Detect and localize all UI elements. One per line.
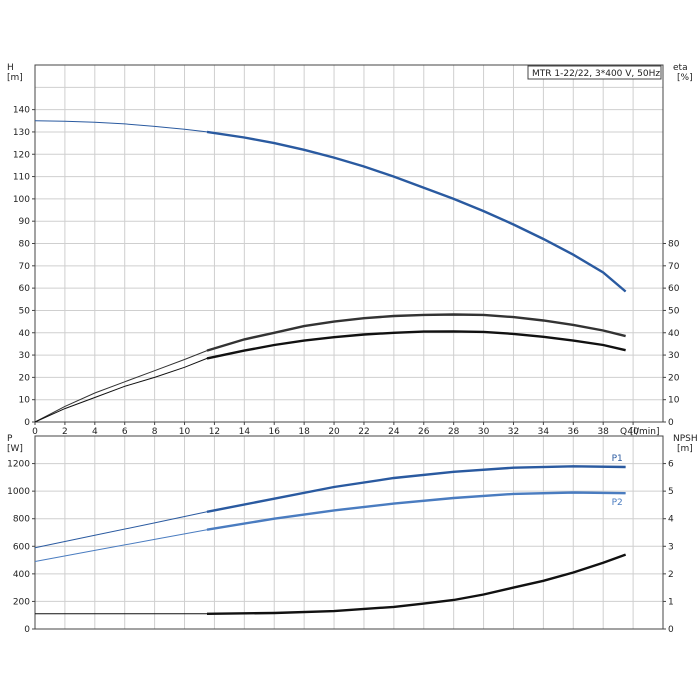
- y-left-tick-label: 1000: [7, 487, 30, 497]
- x-tick-label: 24: [388, 427, 400, 437]
- plot-frame: [34, 435, 664, 630]
- x-tick-label: 2: [62, 427, 68, 437]
- x-axis-label: Q [l/min]: [620, 427, 659, 437]
- y-left-axis-unit: [m]: [7, 73, 23, 83]
- y-left-tick-label: 40: [19, 329, 31, 339]
- y-left-tick-label: 800: [13, 515, 30, 525]
- series-line-operating-range: [206, 130, 627, 293]
- y-right-tick-label: 20: [668, 373, 680, 383]
- x-tick-label: 4: [92, 427, 98, 437]
- y-right-tick-label: 1: [668, 597, 674, 607]
- y-right-tick-label: 2: [668, 570, 674, 580]
- y-left-axis-label: H: [7, 63, 14, 73]
- y-left-tick-label: 110: [13, 173, 30, 183]
- power-npsh-panel: 0 200 400 600 800 1000 1200 0 1 2 3 4 5 6 P[W] NPSH[m] P…: [7, 434, 698, 635]
- y-right-tick-label: 50: [668, 306, 680, 316]
- y-right-axis-unit: [%]: [677, 73, 693, 83]
- y-left-tick-label: 10: [19, 396, 31, 406]
- y-right-tick-label: 6: [668, 460, 674, 470]
- x-tick-label: 36: [568, 427, 580, 437]
- title-box: [527, 65, 662, 80]
- series-line-operating-range: [206, 465, 626, 513]
- y-left-tick-label: 130: [13, 128, 30, 138]
- x-tick-label: 40: [627, 427, 639, 437]
- series-line-operating-range: [206, 491, 626, 531]
- x-tick-label: 0: [32, 427, 38, 437]
- y-left-axis-label: P: [7, 434, 13, 444]
- y-right-tick-label: 30: [668, 351, 680, 361]
- y-left-tick-label: 20: [19, 373, 31, 383]
- series-line: [34, 313, 626, 423]
- series-line: [35, 554, 626, 615]
- y-right-tick-label: 80: [668, 240, 680, 250]
- series-label: P2: [612, 498, 623, 508]
- x-tick-label: 34: [538, 427, 550, 437]
- y-left-tick-label: 200: [13, 597, 30, 607]
- x-tick-label: 38: [597, 427, 609, 437]
- series-line-operating-range: [206, 553, 627, 615]
- y-left-axis-unit: [W]: [7, 444, 23, 454]
- head-efficiency-panel: 0102030405060708090100110120130140010203…: [7, 63, 693, 437]
- y-left-tick-label: 60: [19, 284, 31, 294]
- x-tick-label: 28: [448, 427, 460, 437]
- y-right-tick-label: 0: [668, 418, 674, 428]
- y-right-tick-label: 0: [668, 625, 674, 635]
- y-left-tick-label: 140: [13, 106, 30, 116]
- series-line: [34, 465, 626, 549]
- y-left-tick-label: 400: [13, 570, 30, 580]
- y-left-tick-label: 0: [24, 625, 30, 635]
- x-tick-label: 20: [328, 427, 340, 437]
- x-tick-label: 22: [358, 427, 369, 437]
- y-right-tick-label: 5: [668, 487, 674, 497]
- x-tick-label: 8: [152, 427, 158, 437]
- y-right-tick-label: 4: [668, 515, 674, 525]
- y-left-tick-label: 50: [19, 306, 31, 316]
- y-right-tick-label: 3: [668, 542, 674, 552]
- x-tick-label: 18: [298, 427, 310, 437]
- y-right-tick-label: 40: [668, 329, 680, 339]
- x-tick-label: 30: [478, 427, 490, 437]
- y-left-tick-label: 120: [13, 150, 30, 160]
- y-left-tick-label: 80: [19, 240, 31, 250]
- y-right-tick-label: 60: [668, 284, 680, 294]
- series-line-operating-range: [206, 330, 626, 360]
- x-tick-label: 12: [209, 427, 220, 437]
- x-tick-label: 6: [122, 427, 128, 437]
- y-left-tick-label: 90: [19, 217, 31, 227]
- x-tick-label: 32: [508, 427, 519, 437]
- y-right-axis-label: eta: [673, 63, 688, 73]
- series-line: [34, 491, 626, 562]
- y-left-tick-label: 70: [19, 262, 31, 272]
- y-left-tick-label: 1200: [7, 460, 30, 470]
- y-left-tick-label: 100: [13, 195, 30, 205]
- y-right-tick-label: 70: [668, 262, 680, 272]
- y-right-axis-unit: [m]: [677, 444, 693, 454]
- x-tick-label: 14: [239, 427, 251, 437]
- series-label: P1: [612, 454, 623, 464]
- y-right-tick-label: 10: [668, 396, 680, 406]
- series-line-operating-range: [206, 313, 626, 352]
- y-right-axis-label: NPSH: [673, 434, 698, 444]
- series-line: [34, 330, 626, 423]
- chart-title: MTR 1-22/22, 3*400 V, 50Hz: [532, 69, 660, 79]
- y-left-tick-label: 30: [19, 351, 31, 361]
- x-tick-label: 16: [269, 427, 281, 437]
- x-tick-label: 10: [179, 427, 191, 437]
- y-left-tick-label: 600: [13, 542, 30, 552]
- x-tick-label: 26: [418, 427, 430, 437]
- y-left-tick-label: 0: [24, 418, 30, 428]
